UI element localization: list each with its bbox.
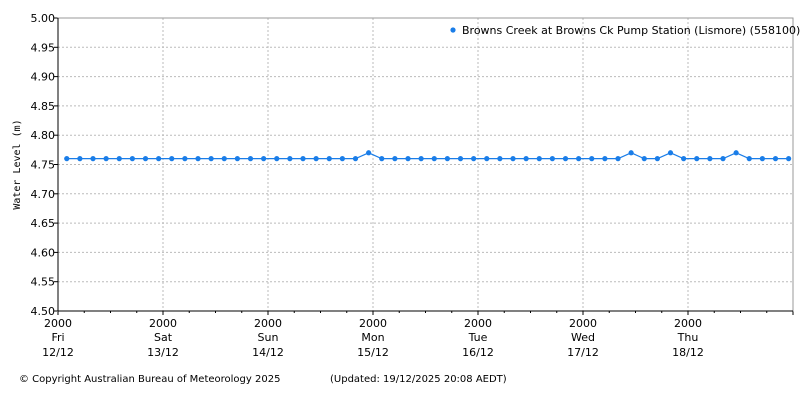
x-tick-label: 13/12 <box>147 346 179 359</box>
data-point <box>628 150 634 156</box>
x-tick-label: 17/12 <box>567 346 599 359</box>
data-point <box>523 156 529 162</box>
data-point <box>536 156 542 162</box>
data-point <box>681 156 687 162</box>
x-tick-label: 2000 <box>254 317 282 330</box>
data-point <box>77 156 83 162</box>
x-tick-label: 2000 <box>359 317 387 330</box>
data-point <box>602 156 608 162</box>
data-point <box>156 156 162 162</box>
x-tick-label: 14/12 <box>252 346 284 359</box>
y-tick-label: 4.50 <box>31 305 56 318</box>
data-point <box>234 156 240 162</box>
x-tick-label: 2000 <box>44 317 72 330</box>
data-point <box>142 156 149 162</box>
data-point <box>366 150 372 156</box>
data-point <box>431 156 437 162</box>
y-tick-label: 4.70 <box>31 188 56 201</box>
data-point <box>720 156 726 162</box>
data-point <box>772 156 779 162</box>
data-point <box>195 156 201 162</box>
x-tick-label: 12/12 <box>42 346 74 359</box>
data-point <box>182 156 188 162</box>
copyright-text: © Copyright Australian Bureau of Meteoro… <box>19 374 281 385</box>
data-point <box>103 156 109 162</box>
data-point <box>759 156 765 162</box>
y-tick-label: 4.65 <box>31 217 56 230</box>
data-point <box>510 156 516 162</box>
data-point <box>116 156 122 162</box>
data-point <box>654 156 660 162</box>
data-point <box>287 156 293 162</box>
data-point <box>667 150 674 156</box>
y-tick-label: 4.95 <box>31 41 56 54</box>
data-point <box>497 156 503 162</box>
data-point <box>615 156 621 162</box>
data-point <box>641 156 647 162</box>
data-point <box>707 156 713 162</box>
data-point <box>444 156 450 162</box>
x-tick-label: 18/12 <box>672 346 704 359</box>
x-tick-label: 2000 <box>674 317 702 330</box>
x-tick-label: Thu <box>677 331 699 344</box>
water-level-chart: 5.00 4.95 4.90 4.85 4.80 4.75 4.70 4.65 4.60 4.55… <box>12 12 800 359</box>
data-point <box>352 156 359 162</box>
data-point <box>221 156 227 162</box>
data-point <box>392 156 398 162</box>
x-tick-label: Mon <box>361 331 384 344</box>
data-point <box>484 156 490 162</box>
data-point <box>129 156 135 162</box>
y-tick-label: 4.75 <box>31 159 56 172</box>
data-point <box>90 156 96 162</box>
data-point <box>733 150 739 156</box>
data-point <box>208 156 214 162</box>
data-point <box>746 156 752 162</box>
y-tick-label: 4.85 <box>31 100 56 113</box>
x-tick-label: Tue <box>468 331 488 344</box>
data-point <box>562 156 569 162</box>
x-tick-label: 2000 <box>464 317 492 330</box>
x-tick-label: Wed <box>571 331 595 344</box>
series-line <box>66 152 789 160</box>
data-point <box>457 156 464 162</box>
data-point <box>300 156 306 162</box>
data-point <box>339 156 345 162</box>
legend-marker <box>450 27 456 33</box>
data-point <box>247 156 254 162</box>
x-tick-label: 2000 <box>149 317 177 330</box>
data-point <box>418 156 424 162</box>
data-point <box>786 156 792 162</box>
x-tick-label: 2000 <box>569 317 597 330</box>
y-tick-label: 4.80 <box>31 129 56 142</box>
data-point <box>471 156 477 162</box>
data-point <box>326 156 332 162</box>
legend-label: Browns Creek at Browns Ck Pump Station (… <box>462 24 800 37</box>
data-point <box>379 156 385 162</box>
x-tick-label: 16/12 <box>462 346 494 359</box>
x-tick-label: Fri <box>51 331 64 344</box>
y-axis-label: Water Level (m) <box>12 119 23 209</box>
data-point <box>405 156 411 162</box>
data-point <box>169 156 175 162</box>
data-point <box>576 156 582 162</box>
y-tick-label: 4.60 <box>31 246 56 259</box>
x-tick-label: 15/12 <box>357 346 389 359</box>
data-point <box>589 156 595 162</box>
data-point <box>549 156 555 162</box>
data-point <box>274 156 280 162</box>
y-tick-label: 4.90 <box>31 71 56 84</box>
data-point <box>64 156 70 162</box>
x-tick-label: Sat <box>154 331 173 344</box>
data-point <box>694 156 700 162</box>
data-point <box>313 156 319 162</box>
y-tick-label: 5.00 <box>31 12 56 25</box>
y-tick-label: 4.55 <box>31 276 56 289</box>
updated-text: (Updated: 19/12/2025 20:08 AEDT) <box>330 374 507 385</box>
x-tick-label: Sun <box>258 331 279 344</box>
data-point <box>261 156 267 162</box>
